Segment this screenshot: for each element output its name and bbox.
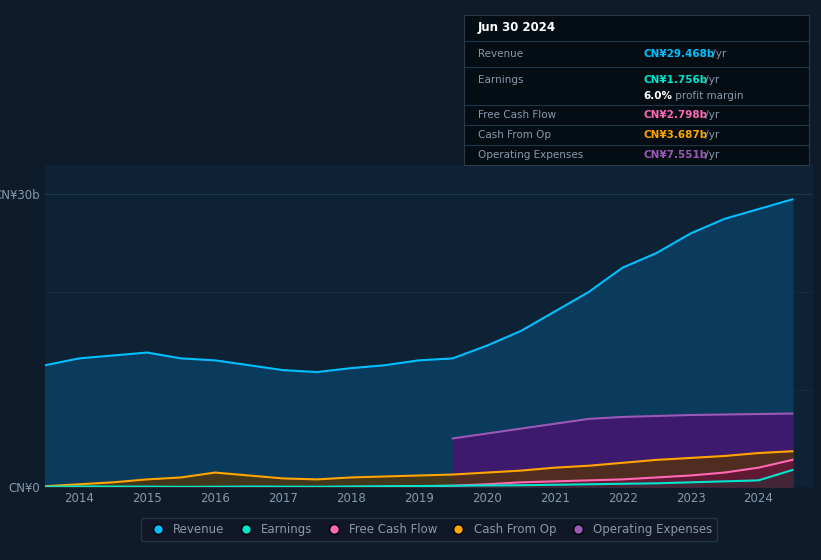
Text: Operating Expenses: Operating Expenses <box>478 151 583 161</box>
Text: Cash From Op: Cash From Op <box>478 130 551 140</box>
Text: profit margin: profit margin <box>672 91 744 101</box>
Text: CN¥3.687b: CN¥3.687b <box>643 130 708 140</box>
Text: /yr: /yr <box>709 49 726 59</box>
Text: /yr: /yr <box>703 110 720 120</box>
Text: CN¥7.551b: CN¥7.551b <box>643 151 708 161</box>
Legend: Revenue, Earnings, Free Cash Flow, Cash From Op, Operating Expenses: Revenue, Earnings, Free Cash Flow, Cash … <box>141 519 717 541</box>
Text: CN¥29.468b: CN¥29.468b <box>643 49 714 59</box>
Text: CN¥2.798b: CN¥2.798b <box>643 110 708 120</box>
Text: /yr: /yr <box>703 76 720 86</box>
Text: Earnings: Earnings <box>478 76 523 86</box>
Text: Revenue: Revenue <box>478 49 523 59</box>
Text: /yr: /yr <box>703 151 720 161</box>
Text: 6.0%: 6.0% <box>643 91 672 101</box>
Text: Jun 30 2024: Jun 30 2024 <box>478 21 556 34</box>
Text: /yr: /yr <box>703 130 720 140</box>
Text: CN¥1.756b: CN¥1.756b <box>643 76 708 86</box>
Text: Free Cash Flow: Free Cash Flow <box>478 110 556 120</box>
